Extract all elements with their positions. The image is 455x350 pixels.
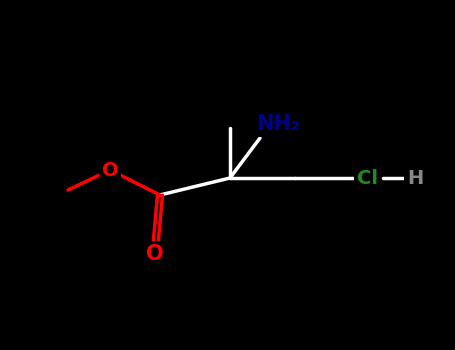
Text: H: H	[407, 168, 423, 188]
Text: O: O	[101, 161, 118, 180]
Text: Cl: Cl	[357, 168, 378, 188]
Text: NH₂: NH₂	[256, 114, 300, 134]
Text: O: O	[146, 244, 164, 264]
